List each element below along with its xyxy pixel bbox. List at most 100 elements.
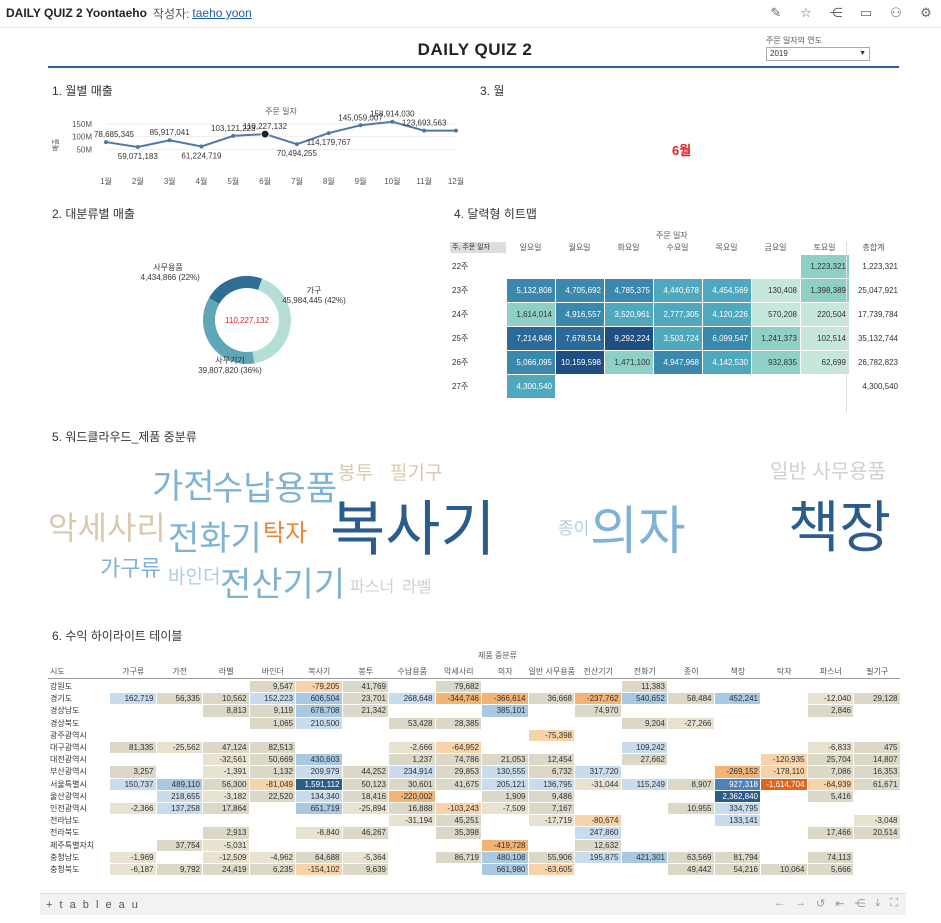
data-point [104,140,108,145]
edit-icon[interactable]: ✎ [770,5,782,20]
share-footer-icon[interactable]: ⋲ [854,898,866,910]
table-cell: -1,969 [110,851,156,863]
slice-label: 39,807,820 (36%) [198,366,262,375]
wordcloud-word[interactable]: 전화기 [168,520,262,558]
wordcloud-word[interactable]: 바인더 [168,567,221,588]
table-cell: 10,064 [761,864,807,876]
heatmap-cell: 1,471,100 [605,351,653,374]
tableau-footer: + t a b l e a u ← → ↺ ⇤ ⋲ ⤓ ⛶ [40,893,906,915]
author-link[interactable]: taeho yoon [192,6,252,20]
calendar-heatmap: 주문 일자 주, 주문 일자 일요일 월요일 화요일 수요일 목요일 금요일 토요일 총합계 22주… [450,228,900,413]
wordcloud-word[interactable]: 가구류 [100,556,161,581]
wordcloud-word[interactable]: 파스너 [350,579,395,596]
wordcloud-word[interactable]: 수납용품 [212,470,338,508]
table-cell: 150,737 [110,778,156,790]
wordcloud-word[interactable]: 전산기기 [220,566,346,604]
table-cell: -4,962 [249,851,295,863]
download-icon[interactable]: ⤓ [875,897,881,909]
table-cell: 162,719 [110,693,156,705]
wordcloud-word[interactable]: 봉투 [338,463,373,484]
undo-icon[interactable]: ← [773,897,785,909]
donut-slice [252,278,291,364]
data-label: 114,179,767 [307,138,351,147]
table-cell: 2,362,840 [714,790,760,802]
fullscreen-icon[interactable]: ⛶ [890,897,898,909]
heatmap-cell: 4,785,375 [605,279,653,302]
wordcloud-word[interactable]: 종이 [558,519,590,538]
table-cell: 56,335 [156,693,202,705]
table-cell: 489,110 [156,778,202,790]
table-cell: 56,300 [203,778,249,790]
settings-icon[interactable]: ⚙ [920,5,932,20]
table-col-header: 봉투 [358,667,374,676]
wordcloud-word[interactable]: 책장 [788,496,892,559]
table-row-label: 강원도 [50,682,73,691]
wordcloud-word[interactable]: 라벨 [402,579,432,596]
table-cell: 14,807 [854,754,900,766]
slice-name: 사무용품 [153,263,182,272]
table-cell: 25,704 [807,754,853,766]
year-filter-select[interactable]: 2019 ▼ [766,47,870,61]
redo-icon[interactable]: → [794,897,806,909]
table-cell: 20,514 [854,827,900,839]
heatmap-cell: 4,705,692 [556,279,604,302]
first-icon[interactable]: ⇤ [835,898,845,910]
table-row-label: 경기도 [50,694,73,704]
header-divider [0,27,941,28]
heatmap-cell: 4,916,557 [556,303,604,326]
table-cell: 134,340 [296,790,342,802]
user-icon[interactable]: ⚇ [890,5,902,20]
heatmap-cell: 932,835 [752,351,800,374]
section-heatmap-title: 4. 달력형 히트맵 [454,207,537,221]
heatmap-col-header: 총합계 [862,243,885,252]
x-tick-label: 4월 [196,176,208,186]
table-header-divider [48,678,900,679]
table-cell: 9,639 [342,864,388,876]
table-cell: -2,666 [389,742,435,754]
table-col-header: 의자 [497,667,513,676]
chart-title: 주문 일자 [265,107,297,116]
table-cell: 35,398 [435,827,481,839]
heatmap-row-label: 25주 [452,334,469,343]
table-cell: -64,952 [435,742,481,754]
star-icon[interactable]: ☆ [800,5,812,20]
wordcloud-word[interactable]: 의자 [590,503,686,561]
heatmap-axis-title: 주문 일자 [656,231,688,240]
year-filter-label: 주문 일자의 연도 [766,36,822,45]
table-cell: 6,235 [249,864,295,876]
wordcloud-word[interactable]: 악세사리 [48,510,166,546]
table-cell: 1,909 [482,790,528,802]
wordcloud-word[interactable]: 필기구 [390,463,443,484]
table-cell: 209,979 [296,766,342,778]
heatmap-col-header: 토요일 [813,243,836,252]
table-cell: 7,086 [807,766,853,778]
share-icon[interactable]: ⋲ [829,5,843,20]
table-cell: 130,555 [482,766,528,778]
table-cell: -27,266 [668,717,714,729]
data-label: 110,227,132 [243,122,287,131]
table-row-label: 인천광역시 [50,804,87,813]
wordcloud-word[interactable]: 탁자 [263,520,308,547]
table-cell: 1,132 [249,766,295,778]
x-tick-label: 8월 [323,176,335,186]
x-tick-label: 6월 [259,176,271,186]
table-col-header: 수납용품 [397,667,427,676]
wordcloud-word[interactable]: 일반 사무용품 [770,461,886,483]
wordcloud-word[interactable]: 가전 [152,468,215,506]
heatmap-cell: 570,208 [752,303,800,326]
wordcloud-word[interactable]: 복사기 [330,496,496,563]
table-cell: 28,385 [435,717,481,729]
data-point [260,129,270,139]
revert-icon[interactable]: ↺ [815,898,826,910]
heatmap-row-label: 24주 [452,310,469,319]
heatmap-cell: 4,142,530 [703,351,751,374]
table-cell: 268,648 [389,693,435,705]
table-col-header: 라벨 [218,667,234,676]
table-cell: -344,746 [435,693,481,705]
table-cell: -1,391 [203,766,249,778]
table-row-label: 충청남도 [50,852,80,862]
comment-icon[interactable]: ▭ [859,5,873,20]
table-cell: 430,603 [296,754,342,766]
table-cell: 480,108 [482,851,528,863]
